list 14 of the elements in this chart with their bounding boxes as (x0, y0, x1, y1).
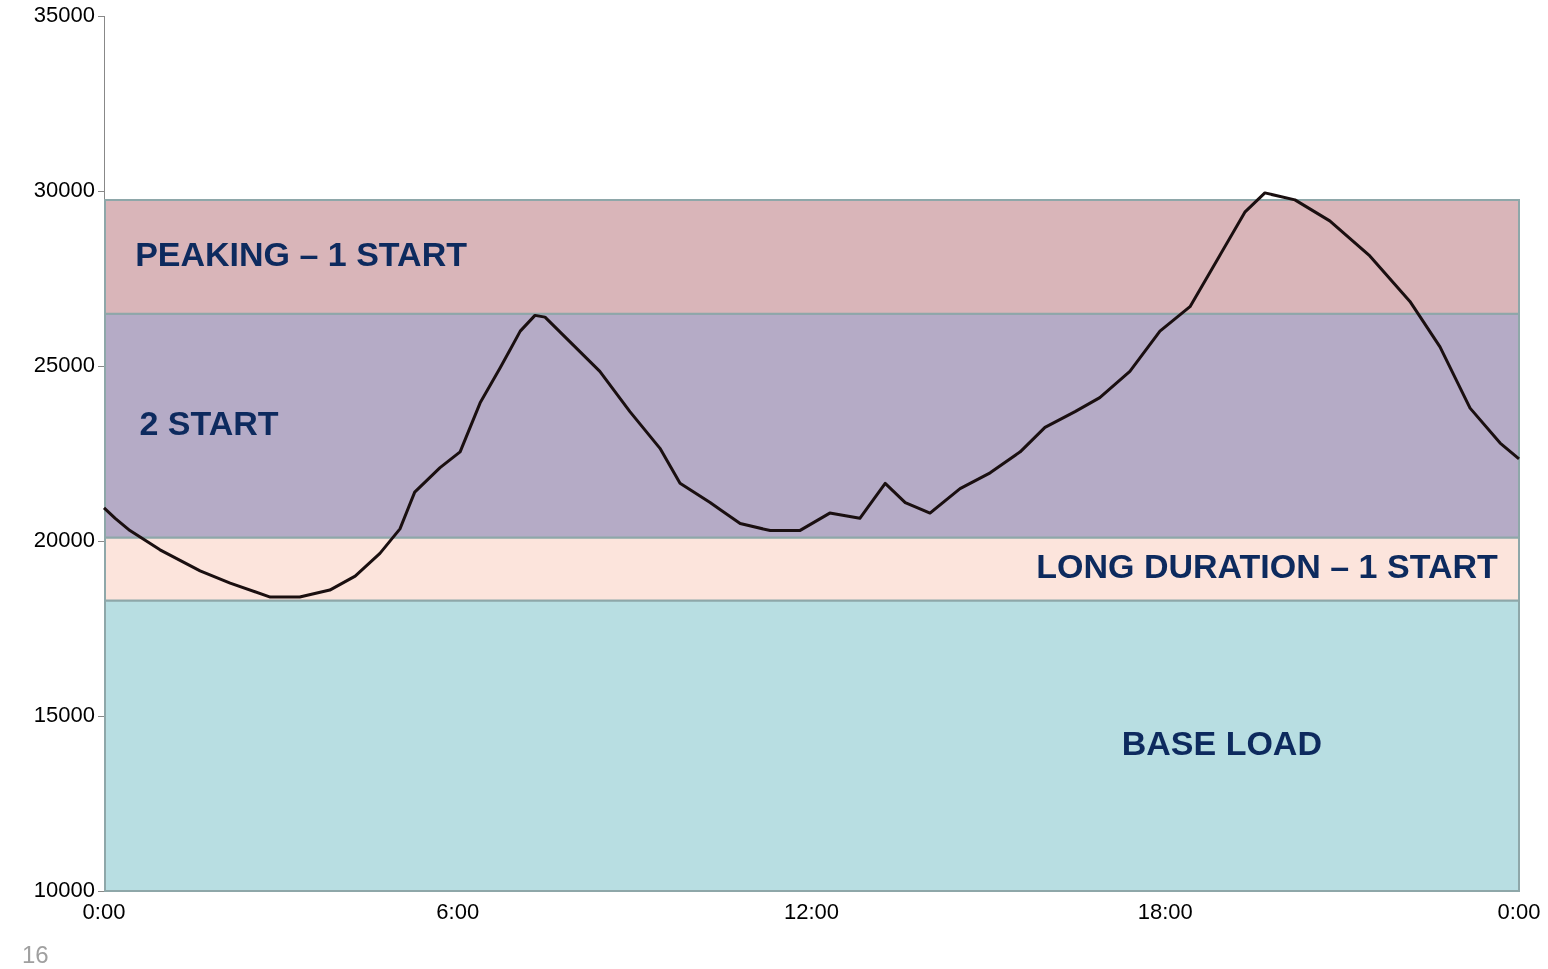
y-tick-label: 15000 (33, 702, 95, 728)
band-label: LONG DURATION – 1 START (1036, 547, 1498, 586)
y-tick-label: 35000 (33, 2, 95, 28)
x-tick-label: 12:00 (783, 899, 840, 925)
x-tick-label: 6:00 (436, 899, 480, 925)
band-label: BASE LOAD (1121, 724, 1322, 763)
band-label: 2 START (139, 403, 279, 442)
y-tick-label: 25000 (33, 352, 95, 378)
y-tick-label: 30000 (33, 177, 95, 203)
x-tick-label: 18:00 (1137, 899, 1193, 925)
y-tick-label: 20000 (33, 527, 95, 553)
text: 16 (22, 940, 49, 968)
x-tick-label: 0:00 (1497, 899, 1541, 925)
band-label: PEAKING – 1 START (135, 235, 468, 274)
